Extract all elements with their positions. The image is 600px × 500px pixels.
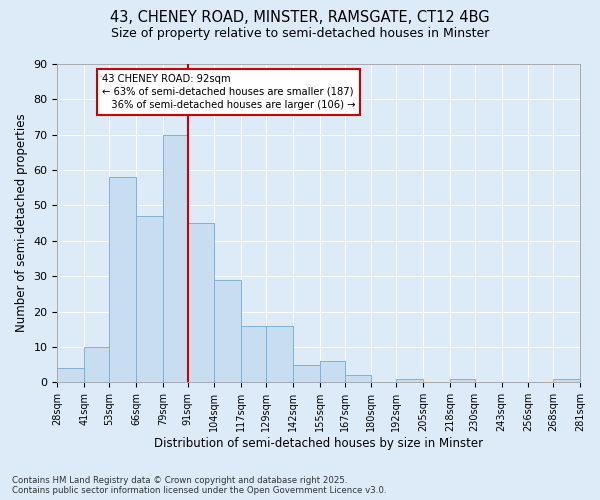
Bar: [241, 326, 266, 382]
Bar: [293, 364, 320, 382]
Text: Size of property relative to semi-detached houses in Minster: Size of property relative to semi-detach…: [111, 28, 489, 40]
Bar: [188, 223, 214, 382]
Text: 43, CHENEY ROAD, MINSTER, RAMSGATE, CT12 4BG: 43, CHENEY ROAD, MINSTER, RAMSGATE, CT12…: [110, 10, 490, 25]
Bar: [136, 216, 163, 382]
Bar: [214, 280, 241, 382]
Y-axis label: Number of semi-detached properties: Number of semi-detached properties: [15, 114, 28, 332]
Text: Contains HM Land Registry data © Crown copyright and database right 2025.
Contai: Contains HM Land Registry data © Crown c…: [12, 476, 386, 495]
Bar: [84, 347, 109, 382]
Bar: [163, 134, 188, 382]
X-axis label: Distribution of semi-detached houses by size in Minster: Distribution of semi-detached houses by …: [154, 437, 483, 450]
Bar: [344, 376, 371, 382]
Bar: [396, 379, 423, 382]
Bar: [553, 379, 580, 382]
Bar: [109, 177, 136, 382]
Bar: [266, 326, 293, 382]
Bar: [320, 361, 344, 382]
Bar: [450, 379, 475, 382]
Text: 43 CHENEY ROAD: 92sqm
← 63% of semi-detached houses are smaller (187)
   36% of : 43 CHENEY ROAD: 92sqm ← 63% of semi-deta…: [102, 74, 355, 110]
Bar: [58, 368, 84, 382]
